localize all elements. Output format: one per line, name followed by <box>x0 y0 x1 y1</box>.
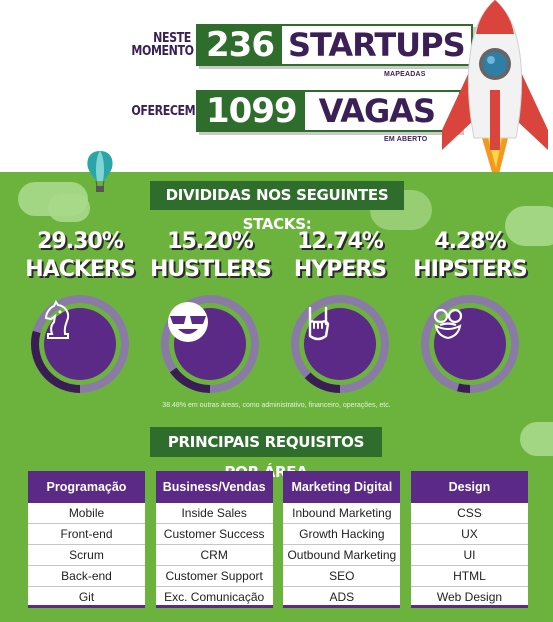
ring-arc <box>31 295 129 393</box>
list-item: Outbound Marketing <box>283 545 401 566</box>
list-item: SEO <box>283 566 401 587</box>
stack-hustlers: 15.20% HUSTLERS <box>150 228 272 394</box>
list-item: Web Design <box>410 587 528 608</box>
list-item: Mobile <box>28 503 145 524</box>
list-item: Scrum <box>28 545 145 566</box>
list-item: UI <box>410 545 528 566</box>
stat-box: 1099 VAGAS <box>196 90 462 132</box>
list-item: CRM <box>155 545 273 566</box>
stack-name: HUSTLERS <box>150 257 272 282</box>
stack-percentage: 29.30% <box>37 229 124 254</box>
green-section: DIVIDIDAS NOS SEGUINTES STACKS: 29.30% H… <box>0 172 553 622</box>
stat-box: 236 STARTUPS <box>196 24 473 66</box>
list-item: Back-end <box>28 566 145 587</box>
startups-stat: NESTE MOMENTO 236 STARTUPS <box>120 24 473 66</box>
stack-hipsters: 4.28% HIPSTERS <box>410 228 530 394</box>
header: NESTE MOMENTO 236 STARTUPS MAPEADAS OFER… <box>0 0 553 186</box>
list-item: Inbound Marketing <box>283 503 401 524</box>
area-marketing-digital: Marketing Digital Inbound Marketing Grow… <box>283 471 401 608</box>
area-title: Design <box>410 471 528 503</box>
stack-ring <box>160 294 260 394</box>
stack-ring <box>290 294 390 394</box>
list-item: Growth Hacking <box>283 524 401 545</box>
ring-arc <box>161 295 259 393</box>
stack-percentage: 15.20% <box>167 229 254 254</box>
area-programacao: Programação Mobile Front-end Scrum Back-… <box>28 471 145 608</box>
areas-title: PRINCIPAIS REQUISITOS POR ÁREA <box>150 427 382 481</box>
stacks-title: DIVIDIDAS NOS SEGUINTES STACKS: <box>150 181 404 233</box>
vagas-stat: OFERECEM 1099 VAGAS <box>120 90 462 132</box>
ring-arc <box>421 295 519 393</box>
vagas-label: VAGAS <box>304 92 460 130</box>
ring-arc <box>291 295 389 393</box>
hipster-face-icon <box>433 308 463 340</box>
areas-row: Programação Mobile Front-end Scrum Back-… <box>28 471 528 608</box>
stat-prefix: NESTE MOMENTO <box>131 32 196 58</box>
list-item: CSS <box>410 503 528 524</box>
area-title: Programação <box>28 471 145 503</box>
hot-air-balloon-icon <box>87 151 113 192</box>
stack-percentage: 4.28% <box>434 229 506 254</box>
vagas-sub: EM ABERTO <box>384 136 428 143</box>
list-item: HTML <box>410 566 528 587</box>
stack-name: HIPSTERS <box>413 257 527 282</box>
startups-count: 236 <box>198 26 282 64</box>
vagas-count: 1099 <box>198 92 305 130</box>
stack-percentage: 12.74% <box>297 229 384 254</box>
area-design: Design CSS UX UI HTML Web Design <box>410 471 528 608</box>
list-item: Front-end <box>28 524 145 545</box>
rocket-icon <box>442 0 548 186</box>
stack-name: HACKERS <box>25 257 135 282</box>
stack-name: HYPERS <box>293 257 387 282</box>
list-item: Git <box>28 587 145 608</box>
ring-center <box>434 308 506 380</box>
prefix-line-1: NESTE <box>153 31 191 46</box>
startups-sub: MAPEADAS <box>384 71 426 78</box>
list-item: Exc. Comunicação <box>155 587 273 608</box>
stack-hypers: 12.74% HYPERS <box>280 228 400 394</box>
cloud <box>520 422 553 456</box>
area-title: Marketing Digital <box>283 471 401 503</box>
stacks-row: 29.30% HACKERS 15.20% HUSTLERS <box>20 228 530 394</box>
stack-ring <box>30 294 130 394</box>
chess-knight-icon <box>44 300 70 339</box>
list-item: Customer Success <box>155 524 273 545</box>
cloud <box>48 194 90 222</box>
list-item: ADS <box>283 587 401 608</box>
list-item: Inside Sales <box>155 503 273 524</box>
list-item: UX <box>410 524 528 545</box>
list-item: Customer Support <box>155 566 273 587</box>
ring-center <box>44 308 116 380</box>
prefix-line-2: MOMENTO <box>131 44 194 59</box>
stat-prefix: OFERECEM <box>131 103 196 119</box>
stack-ring <box>420 294 520 394</box>
cloud <box>505 206 553 246</box>
startups-label: STARTUPS <box>281 26 471 64</box>
rock-hand-icon <box>308 306 330 341</box>
sunglasses-smile-icon <box>168 302 208 342</box>
stack-hackers: 29.30% HACKERS <box>20 228 140 394</box>
area-title: Business/Vendas <box>155 471 273 503</box>
footnote: 38.48% em outras áreas, como administrat… <box>162 402 391 409</box>
area-business-vendas: Business/Vendas Inside Sales Customer Su… <box>155 471 273 608</box>
